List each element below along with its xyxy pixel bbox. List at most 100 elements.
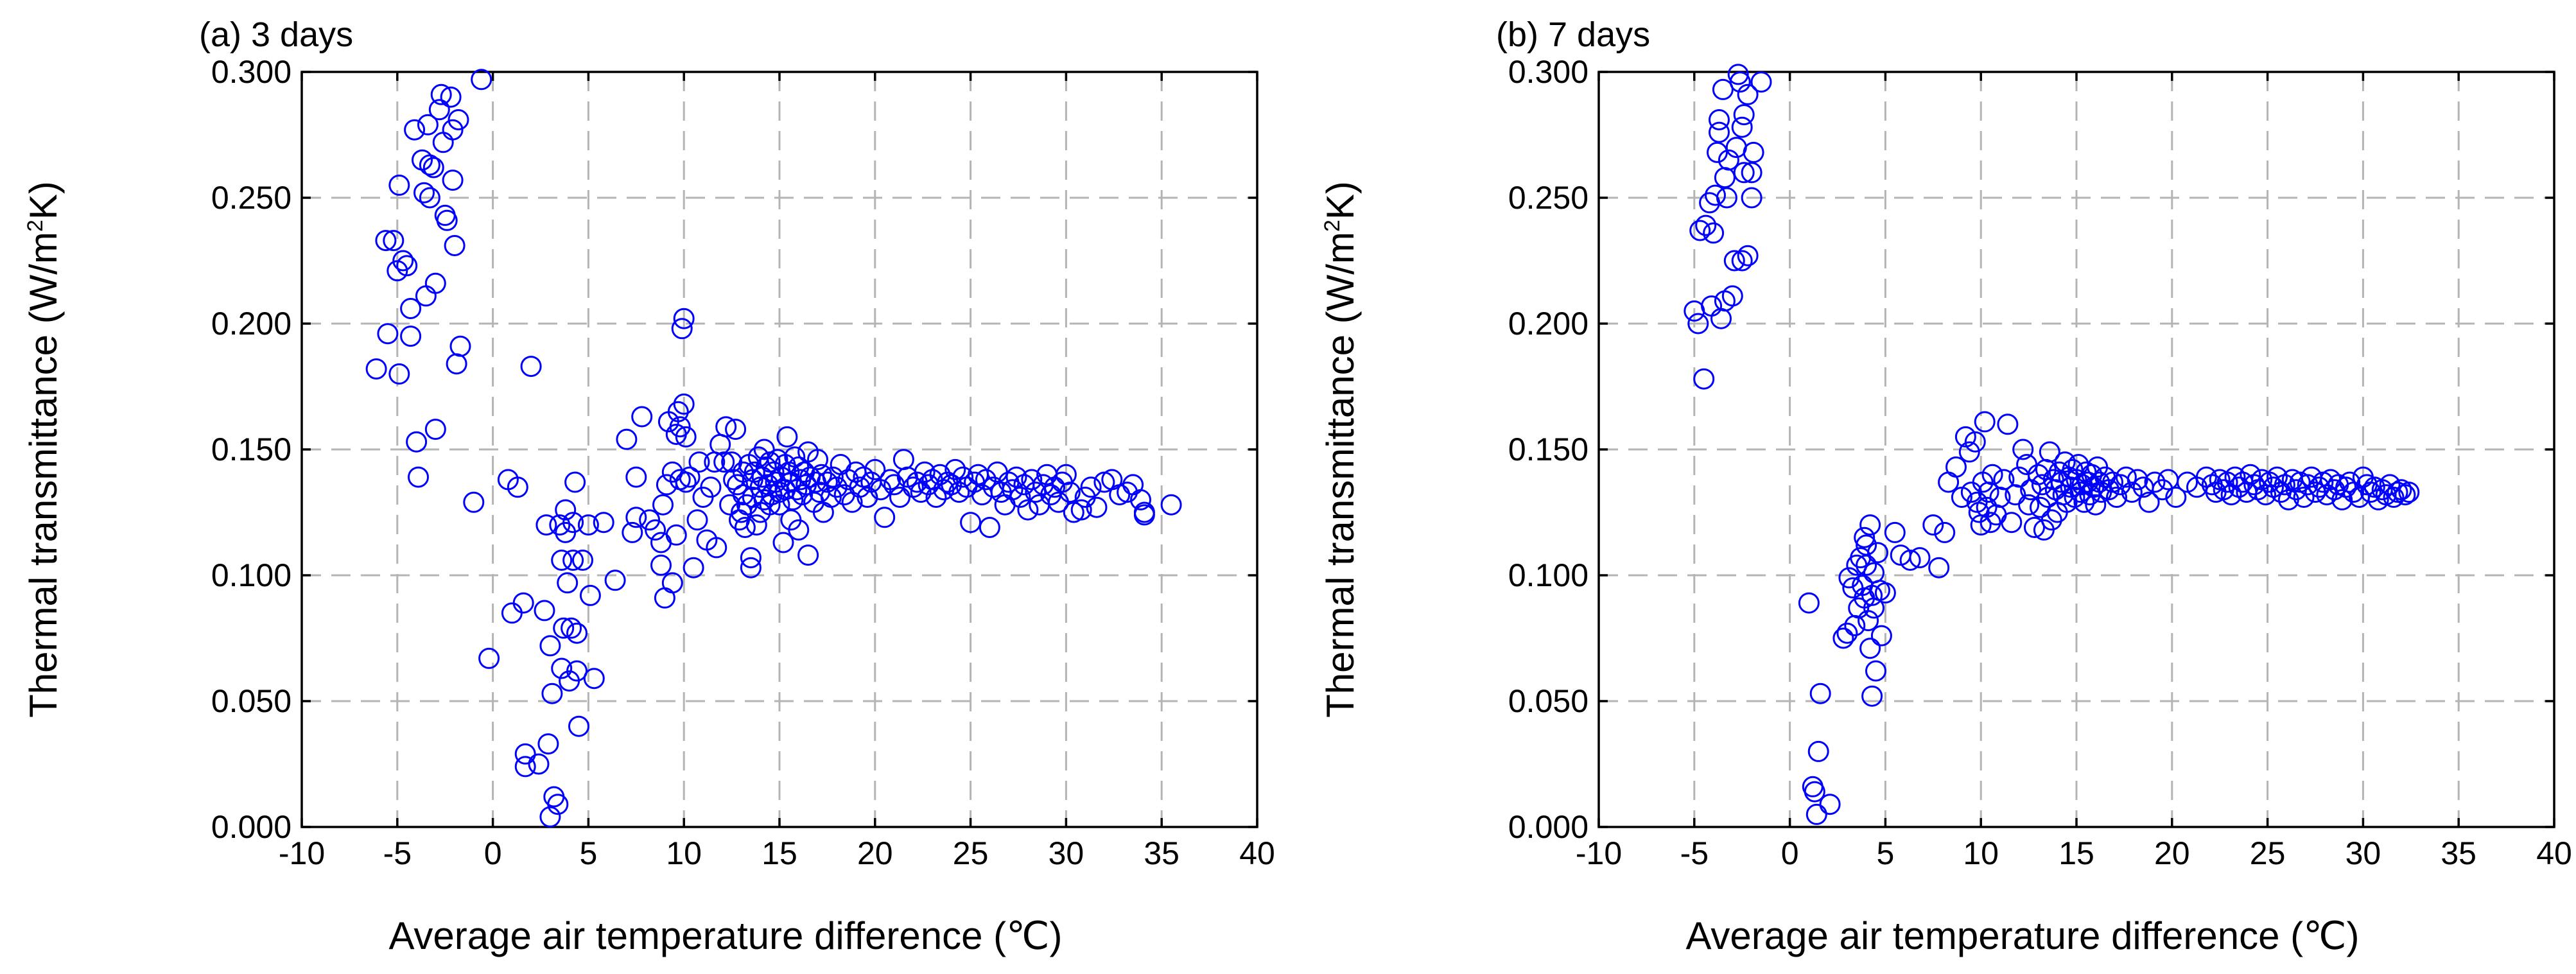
data-point bbox=[650, 532, 672, 553]
data-point bbox=[561, 617, 582, 639]
data-point bbox=[1070, 499, 1092, 521]
data-point bbox=[543, 786, 565, 808]
data-point bbox=[1859, 638, 1881, 659]
data-point bbox=[365, 358, 387, 380]
data-point bbox=[1859, 514, 1881, 536]
data-point bbox=[383, 230, 405, 252]
data-point bbox=[2041, 509, 2062, 531]
scatter-series bbox=[1684, 64, 2420, 825]
data-point bbox=[654, 587, 675, 609]
data-point bbox=[2138, 491, 2160, 513]
data-point bbox=[1806, 803, 1827, 825]
x-tick-label: 10 bbox=[1963, 835, 1999, 871]
data-point bbox=[1993, 469, 2015, 491]
data-point bbox=[2085, 494, 2107, 516]
data-point bbox=[792, 484, 814, 506]
data-point bbox=[874, 507, 896, 528]
data-point bbox=[2144, 471, 2166, 493]
data-point bbox=[1707, 141, 1728, 163]
data-point bbox=[1909, 547, 1931, 569]
y-axis-title: Thermal transmittance (W/m2K) bbox=[22, 181, 65, 718]
data-point bbox=[661, 572, 683, 594]
data-point bbox=[1928, 557, 1950, 578]
scatter-series bbox=[365, 69, 1182, 828]
data-point bbox=[700, 476, 722, 498]
data-point bbox=[388, 174, 410, 196]
data-point bbox=[2255, 484, 2277, 506]
data-point bbox=[2018, 494, 2040, 516]
x-axis-title: Average air temperature difference (℃) bbox=[1685, 914, 2359, 957]
data-point bbox=[2331, 489, 2353, 510]
data-point bbox=[2067, 454, 2089, 475]
x-tick-label: -10 bbox=[279, 835, 325, 871]
data-point bbox=[782, 489, 804, 510]
data-point bbox=[1721, 285, 1743, 307]
data-point bbox=[549, 514, 571, 536]
data-point bbox=[2001, 512, 2023, 534]
data-point bbox=[673, 393, 695, 415]
data-point bbox=[539, 635, 561, 657]
data-point bbox=[675, 471, 697, 493]
data-point bbox=[1025, 482, 1047, 503]
data-point bbox=[1731, 116, 1753, 138]
data-point bbox=[2293, 487, 2315, 508]
data-point bbox=[2048, 461, 2070, 483]
data-point bbox=[910, 482, 932, 503]
x-tick-label: -5 bbox=[383, 835, 412, 871]
data-point bbox=[652, 494, 674, 516]
y-tick-label: 0.000 bbox=[211, 809, 292, 845]
data-point bbox=[1798, 592, 1820, 614]
data-point bbox=[786, 479, 808, 501]
data-point bbox=[952, 466, 974, 488]
data-point bbox=[514, 743, 536, 765]
data-point bbox=[1804, 781, 1825, 803]
data-point bbox=[2054, 451, 2076, 473]
data-point bbox=[740, 547, 761, 569]
data-point bbox=[387, 260, 408, 282]
y-tick-label: 0.300 bbox=[1508, 54, 1588, 90]
data-point bbox=[725, 419, 747, 440]
data-point bbox=[1832, 627, 1854, 649]
data-point bbox=[745, 514, 767, 536]
data-point bbox=[1945, 456, 1967, 478]
data-point bbox=[1710, 308, 1732, 329]
data-point bbox=[772, 532, 794, 553]
data-point bbox=[1884, 521, 1906, 543]
data-point bbox=[2177, 471, 2198, 493]
y-tick-label: 0.200 bbox=[1508, 306, 1588, 342]
data-point bbox=[994, 494, 1016, 516]
data-point bbox=[826, 476, 848, 498]
y-tick-label: 0.150 bbox=[1508, 431, 1588, 467]
data-point bbox=[2339, 471, 2361, 493]
data-point bbox=[415, 285, 437, 307]
data-point bbox=[1709, 121, 1730, 143]
data-point bbox=[396, 255, 418, 277]
data-point bbox=[1709, 109, 1730, 130]
data-point bbox=[1867, 542, 1888, 564]
y-tick-label: 0.150 bbox=[211, 431, 292, 467]
data-point bbox=[551, 657, 573, 679]
y-tick-label: 0.250 bbox=[1508, 180, 1588, 216]
data-point bbox=[566, 660, 587, 682]
data-point bbox=[1743, 141, 1764, 163]
data-point bbox=[604, 570, 626, 591]
data-point bbox=[428, 99, 450, 121]
data-point bbox=[753, 439, 775, 460]
x-tick-label: 25 bbox=[953, 835, 989, 871]
data-point bbox=[1017, 499, 1039, 521]
data-point bbox=[377, 323, 399, 345]
data-point bbox=[1997, 413, 2019, 435]
data-point bbox=[733, 484, 754, 506]
data-point bbox=[944, 458, 966, 480]
data-point bbox=[471, 69, 492, 91]
data-point bbox=[419, 154, 440, 176]
data-point bbox=[507, 476, 528, 498]
data-point bbox=[446, 353, 467, 375]
data-point bbox=[478, 647, 500, 669]
data-point bbox=[1858, 610, 1879, 632]
data-point bbox=[742, 469, 763, 491]
data-point bbox=[864, 458, 886, 480]
data-point bbox=[442, 119, 464, 141]
data-point bbox=[541, 683, 563, 704]
data-point bbox=[1750, 71, 1772, 93]
